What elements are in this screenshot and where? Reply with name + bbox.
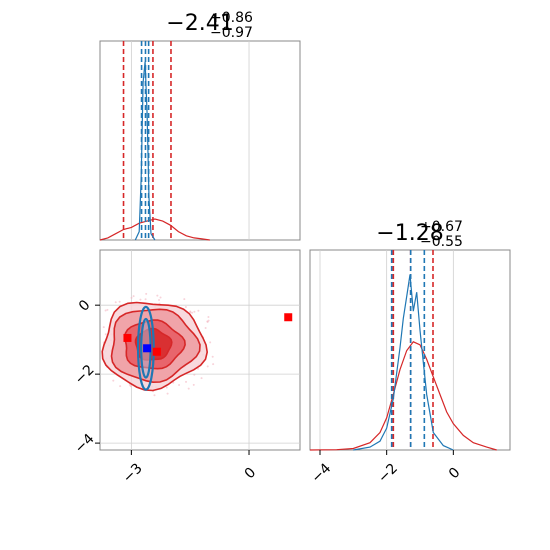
reference-markers	[123, 313, 293, 356]
chart-title-right: −1.28	[376, 221, 443, 246]
scatter-point	[106, 308, 109, 311]
scatter-point	[184, 305, 187, 308]
scatter-point	[185, 380, 188, 383]
series-group	[99, 41, 210, 241]
x-tick-label: 0	[242, 465, 260, 483]
x-tick-label: 0	[446, 465, 464, 483]
panel-frame	[99, 40, 301, 241]
scatter-point	[102, 326, 105, 329]
marginal-hist-right: −4 −2 0 −1.28 +0.67 −0.55	[308, 219, 511, 486]
scatter-point	[165, 386, 168, 389]
scatter-point	[166, 392, 169, 395]
scatter-point	[139, 298, 142, 301]
scatter-point	[207, 316, 210, 319]
scatter-point	[200, 377, 203, 380]
scatter-point	[211, 355, 214, 358]
scatter-point	[104, 333, 107, 336]
scatter-point	[189, 311, 192, 314]
joint-scatter: −3 0 0 −2 −4	[72, 249, 301, 486]
scatter-point	[191, 311, 194, 314]
red-marker	[152, 347, 161, 356]
scatter-point	[192, 383, 195, 386]
chart-title-top: −2.41	[166, 11, 233, 36]
contour-levels	[101, 301, 209, 392]
grid-lines	[130, 41, 250, 240]
scatter-point	[144, 298, 147, 301]
scatter-point	[158, 299, 161, 302]
scatter-point	[119, 385, 122, 388]
scatter-point	[212, 363, 215, 366]
y-tick-label: −4	[72, 431, 98, 457]
title-right-sub: −0.55	[420, 234, 463, 250]
hist-series-line	[99, 218, 210, 241]
scatter-point	[104, 309, 107, 312]
scatter-point	[178, 383, 181, 386]
y-tick-labels: 0 −2 −4	[72, 297, 100, 457]
scatter-point	[118, 300, 121, 303]
scatter-point	[183, 298, 186, 301]
scatter-point	[187, 387, 190, 390]
scatter-point	[209, 341, 212, 344]
scatter-point	[112, 379, 115, 382]
x-tick-labels: −3 0	[120, 450, 259, 486]
title-top-sup: +0.86	[210, 10, 253, 26]
title-top-sub: −0.97	[210, 25, 253, 41]
hist-series-line	[309, 341, 497, 451]
scatter-point	[159, 296, 162, 299]
scatter-point	[206, 365, 209, 368]
scatter-point	[156, 294, 159, 297]
x-tick-label: −4	[308, 460, 334, 486]
scatter-point	[128, 383, 131, 386]
scatter-point	[206, 320, 209, 323]
scatter-point	[153, 394, 156, 397]
y-tick-label: 0	[76, 297, 94, 315]
scatter-point	[130, 296, 133, 299]
hist-series-line	[353, 274, 454, 451]
x-tick-label: −3	[120, 460, 146, 486]
series-group	[309, 250, 497, 451]
red-marker	[284, 313, 293, 322]
x-tick-labels: −4 −2 0	[308, 450, 464, 486]
x-tick-label: −2	[375, 460, 401, 486]
marginal-hist-top: −2.41 +0.86 −0.97	[99, 10, 301, 241]
scatter-point	[114, 301, 117, 304]
red-marker	[123, 333, 132, 342]
scatter-point	[193, 310, 196, 313]
scatter-point	[145, 292, 148, 295]
scatter-point	[204, 327, 207, 330]
scatter-point	[132, 295, 135, 298]
panel-frame	[99, 249, 301, 451]
scatter-point	[193, 373, 196, 376]
scatter-point	[197, 309, 200, 312]
scatter-point	[197, 367, 200, 370]
y-tick-label: −2	[72, 362, 98, 388]
title-right-sup: +0.67	[420, 219, 463, 235]
blue-marker	[143, 344, 152, 353]
